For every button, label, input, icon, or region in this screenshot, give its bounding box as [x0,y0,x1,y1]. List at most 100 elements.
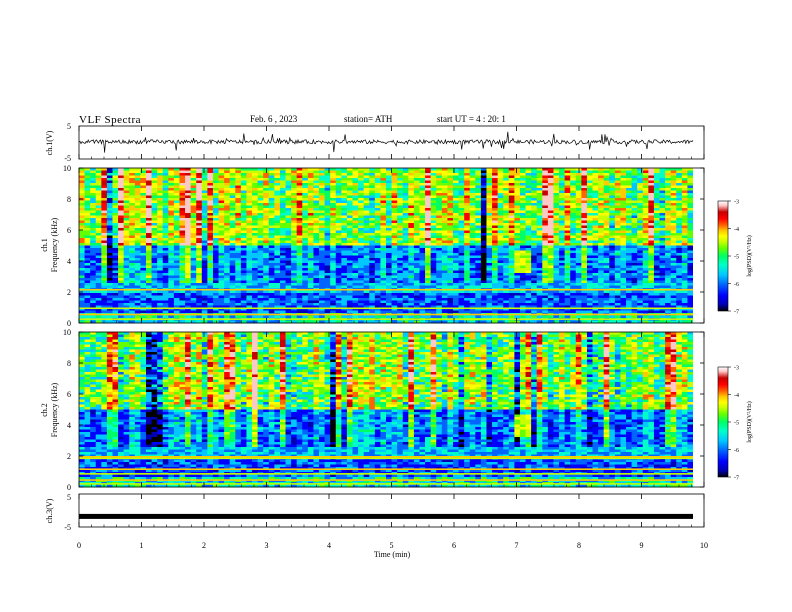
spectrogram-cell [425,220,432,224]
spectrogram-cell [95,180,102,184]
spectrogram-cell [279,260,286,264]
spectrogram-cell [307,215,314,219]
spectrogram-cell [363,238,370,241]
spectrogram-cell [252,220,259,224]
spectrogram-cell [101,215,108,219]
spectrogram-cell [212,253,219,256]
spectrogram-cell [475,208,482,211]
spectrogram-cell [374,175,381,179]
spectrogram-cell [335,178,342,181]
spectrogram-cell [525,225,532,229]
spectrogram-cell [246,205,253,209]
spectrogram-cell [201,168,208,171]
spectrogram-cell [670,198,677,201]
spectrogram-cell [324,190,331,194]
spectrogram-cell [196,250,203,254]
spectrogram-cell [268,200,275,204]
spectrogram-cell [452,255,459,259]
spectrogram-cell [207,200,214,204]
spectrogram-cell [553,170,560,174]
spectrogram-cell [408,225,415,229]
spectrogram-cell [307,233,314,236]
spectrogram-cell [279,270,286,274]
spectrogram-cell [335,240,342,244]
spectrogram-cell [531,188,538,191]
spectrogram-cell [475,238,482,241]
spectrogram-cell [648,188,655,191]
spectrogram-cell [324,170,331,174]
spectrogram-cell [279,248,286,251]
spectrogram-cell [631,188,638,191]
spectrogram-cell [503,193,510,196]
spectrogram-cell [330,258,337,261]
spectrogram-cell [229,233,236,236]
spectrogram-cell [235,233,242,236]
spectrogram-cell [603,178,610,181]
spectrogram-cell [140,228,147,231]
spectrogram-cell [586,208,593,211]
spectrogram-cell [575,195,582,199]
spectrogram-cell [642,208,649,211]
spectrogram-cell [458,238,465,241]
spectrogram-cell [185,278,192,281]
spectrogram-cell [129,210,136,214]
spectrogram-cell [157,213,164,216]
spectrogram-cell [268,225,275,229]
spectrogram-cell [687,168,694,171]
spectrogram-cell [687,233,694,236]
spectrogram-cell [514,243,521,246]
spectrogram-cell [79,185,85,189]
spectrogram-cell [637,180,644,184]
spectrogram-cell [603,225,610,229]
spectrogram-cell [118,183,125,186]
spectrogram-cell [581,183,588,186]
spectrogram-cell [291,230,298,234]
spectrogram-cell [598,245,605,249]
spectrogram-cell [173,168,180,171]
spectrogram-cell [564,213,571,216]
spectrogram-cell [90,178,97,181]
spectrogram-cell [386,275,392,279]
spectrogram-cell [519,273,526,276]
spectrogram-cell [285,213,292,216]
spectrogram-cell [224,228,231,231]
spectrogram-cell [642,215,649,219]
spectrogram-cell [140,273,147,276]
spectrogram-cell [95,168,102,171]
spectrogram-cell [212,173,219,176]
spectrogram-cell [307,230,314,234]
spectrogram-cell [486,258,493,261]
spectrogram-cell [592,243,599,246]
spectrogram-cell [642,213,649,216]
figure-title: VLF Spectra [79,114,142,126]
spectrogram-cell [224,168,231,171]
spectrogram-cell [687,175,694,179]
spectrogram-cell [106,223,113,226]
spectrogram-cell [609,168,616,171]
spectrogram-cell [386,265,392,269]
spectrogram-cell [224,205,231,209]
spectrogram-cell [564,253,571,256]
spectrogram-cell [358,180,365,184]
spectrogram-cell [123,213,130,216]
spectrogram-cell [296,183,303,186]
spectrogram-cell [335,265,342,269]
spectrogram-cell [503,225,510,229]
spectrogram-cell [508,230,515,234]
spectrogram-cell [268,170,275,174]
spectrogram-cell [598,238,605,241]
spectrogram-cell [659,270,666,274]
spectrogram-cell [653,268,660,271]
spectrogram-cell [559,270,566,274]
spectrogram-cell [637,173,644,176]
spectrogram-cell [413,183,420,186]
spectrogram-cell [263,245,270,249]
spectrogram-cell [592,233,599,236]
spectrogram-cell [90,183,97,186]
spectrogram-cell [380,205,387,209]
spectrogram-cell [592,183,599,186]
spectrogram-cell [145,220,152,224]
spectrogram-cell [263,183,270,186]
spectrogram-cell [653,195,660,199]
